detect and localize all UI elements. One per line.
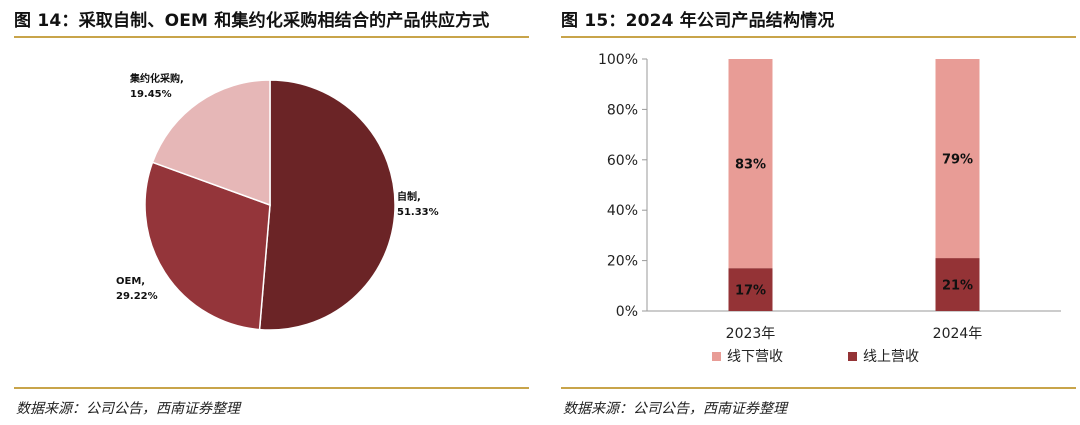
- legend-swatch: [848, 352, 857, 361]
- legend-label: 线下营收: [727, 349, 783, 365]
- bar-data-label: 79%: [942, 153, 973, 168]
- x-tick-label: 2024年: [933, 326, 983, 342]
- y-tick-label: 100%: [598, 52, 638, 68]
- pie-slice-label: OEM,: [116, 276, 145, 287]
- source-divider: [14, 387, 529, 389]
- pie-slice-value-label: 19.45%: [130, 89, 172, 100]
- y-tick-label: 80%: [607, 102, 638, 118]
- legend-swatch: [712, 352, 721, 361]
- bar-segment: [728, 268, 773, 311]
- pie-source-note: 数据来源：公司公告，西南证券整理: [16, 401, 240, 417]
- bar-segment: [935, 258, 980, 311]
- pie-slice-label: 集约化采购,: [129, 72, 184, 85]
- bar-figure-panel: 图 15：2024 年公司产品结构情况 0% 20% 40% 60% 80% 100% 17…: [561, 0, 1076, 425]
- pie-slice-value-label: 29.22%: [116, 291, 158, 302]
- title-divider: [561, 36, 1076, 38]
- source-divider: [561, 387, 1076, 389]
- pie-figure-panel: 图 14：采取自制、OEM 和集约化采购相结合的产品供应方式 自制, 51.33%…: [14, 0, 529, 425]
- bar-segment: [728, 59, 773, 269]
- stacked-bar-chart: 0% 20% 40% 60% 80% 100% 17% 83% 2023年 21% 79% 2024年…: [598, 52, 1061, 365]
- bar-data-label: 83%: [735, 158, 766, 173]
- pie-chart: 自制, 51.33% OEM, 29.22% 集约化采购, 19.45%: [116, 72, 439, 331]
- y-tick-label: 60%: [607, 153, 638, 169]
- y-tick-label: 0%: [616, 304, 638, 320]
- y-tick-label: 20%: [607, 254, 638, 270]
- y-tick-label: 40%: [607, 203, 638, 219]
- bar-data-label: 17%: [735, 284, 766, 299]
- pie-slice: [258, 79, 396, 331]
- pie-slice-value-label: 51.33%: [397, 207, 439, 218]
- bar-source-note: 数据来源：公司公告，西南证券整理: [563, 401, 787, 417]
- bar-data-label: 21%: [942, 279, 973, 294]
- pie-slice: [151, 79, 271, 207]
- pie-figure-title: 图 14：采取自制、OEM 和集约化采购相结合的产品供应方式: [14, 11, 490, 31]
- pie-slice-label: 自制,: [397, 190, 421, 203]
- bar-figure-title: 图 15：2024 年公司产品结构情况: [561, 11, 835, 31]
- x-tick-label: 2023年: [726, 326, 776, 342]
- title-divider: [14, 36, 529, 38]
- bar-segment: [935, 59, 980, 259]
- legend-label: 线上营收: [863, 349, 919, 365]
- pie-slice: [144, 161, 271, 331]
